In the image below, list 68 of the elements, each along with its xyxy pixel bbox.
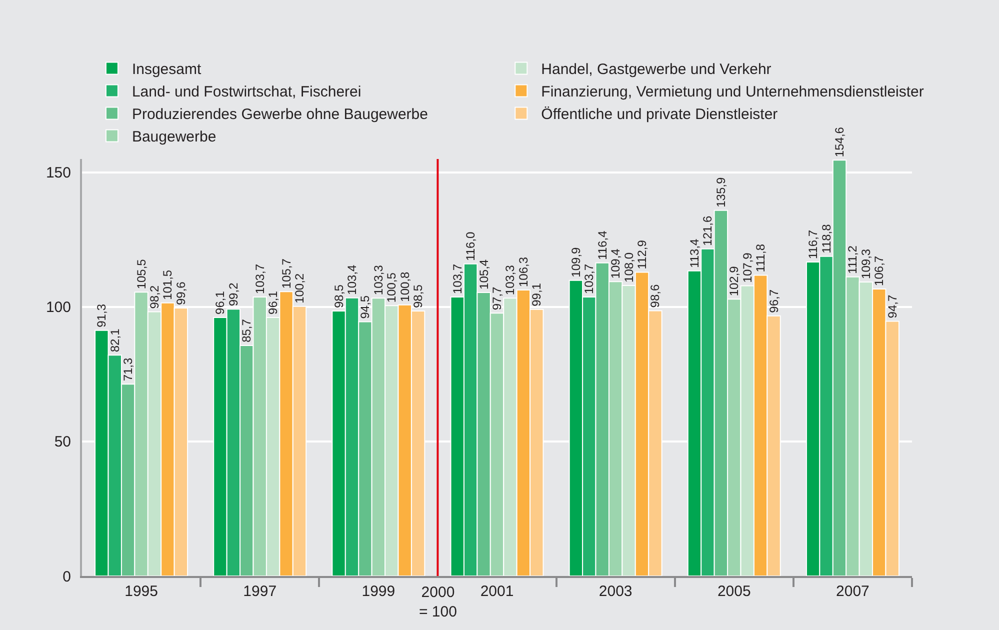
data-label: 105,7 — [279, 258, 294, 289]
x-tick-label: 1997 — [243, 583, 277, 600]
data-label: 111,8 — [754, 244, 768, 272]
data-label: 116,0 — [464, 231, 478, 261]
data-label: 109,4 — [608, 248, 623, 279]
data-label: 99,2 — [226, 282, 240, 306]
data-label: 82,1 — [108, 328, 122, 352]
y-tick-label: 150 — [46, 164, 71, 182]
x-tick-label: 1999 — [362, 583, 396, 600]
data-label: 96,1 — [213, 290, 228, 314]
y-tick-label: 50 — [54, 434, 71, 451]
data-label: 99,6 — [174, 281, 188, 306]
data-label: 71,3 — [121, 358, 136, 382]
data-label: 102,9 — [727, 266, 742, 296]
data-label: 100,5 — [384, 272, 399, 303]
data-label: 109,3 — [858, 248, 873, 279]
data-label: 94,7 — [885, 294, 900, 318]
data-label: 105,4 — [476, 259, 491, 290]
legend-label: Öffentliche und private Dienstleister — [541, 106, 778, 124]
data-label: 98,2 — [147, 285, 162, 309]
data-label: 121,6 — [700, 216, 715, 246]
data-label: 98,5 — [332, 284, 346, 308]
data-label: 118,8 — [819, 224, 834, 254]
y-tick-label: 100 — [46, 299, 71, 316]
legend-label: Produzierendes Gewerbe ohne Baugewerbe — [132, 106, 428, 124]
data-label: 100,8 — [398, 271, 412, 302]
data-label: 135,9 — [714, 177, 728, 208]
data-label: 116,7 — [806, 230, 820, 260]
ref-line-label: 2000 = 100 — [419, 584, 457, 620]
legend-label: Handel, Gastgewerbe und Verkehr — [541, 61, 772, 78]
data-label: 94,5 — [358, 295, 372, 319]
legend-label: Land- und Fostwirtschat, Fischerei — [132, 84, 362, 101]
data-label: 106,3 — [516, 256, 530, 288]
data-label: 106,7 — [872, 256, 886, 286]
data-label: 91,3 — [94, 304, 109, 328]
data-label: 108,0 — [622, 252, 636, 282]
data-label: 97,7 — [490, 286, 504, 310]
x-tick-label: 2007 — [836, 583, 870, 600]
x-tick-label: 2001 — [480, 583, 514, 600]
data-label: 103,4 — [345, 264, 360, 295]
x-tick-label: 2005 — [717, 583, 751, 600]
data-label: 96,1 — [266, 290, 280, 314]
data-label: 103,7 — [450, 264, 464, 294]
data-label: 112,9 — [634, 240, 649, 270]
data-label: 113,4 — [688, 238, 702, 268]
data-label: 109,9 — [568, 246, 583, 278]
y-tick-label: 0 — [62, 568, 71, 586]
data-label: 103,3 — [371, 264, 386, 296]
data-label: 111,2 — [846, 245, 860, 274]
data-label: 154,6 — [832, 126, 847, 158]
legend-label: Baugewerbe — [132, 128, 216, 146]
data-label: 103,7 — [252, 264, 267, 294]
data-label: 101,5 — [160, 270, 175, 300]
data-label: 96,7 — [766, 289, 781, 313]
data-label: 103,3 — [503, 264, 518, 296]
data-label: 100,2 — [292, 273, 306, 304]
x-tick-label: 2003 — [598, 583, 632, 600]
data-label: 98,5 — [411, 284, 426, 308]
legend-label: Insgesamt — [132, 61, 202, 78]
data-label: 116,4 — [595, 230, 610, 260]
data-label: 99,1 — [530, 282, 544, 306]
data-label: 103,7 — [582, 264, 596, 294]
x-tick-label: 1995 — [124, 583, 158, 600]
data-label: 85,7 — [240, 318, 254, 342]
data-label: 98,6 — [648, 284, 662, 308]
data-label: 107,9 — [740, 252, 754, 283]
legend-label: Finanzierung, Vermietung und Unternehmensdienstleister — [541, 84, 924, 101]
data-label: 105,5 — [134, 258, 148, 290]
